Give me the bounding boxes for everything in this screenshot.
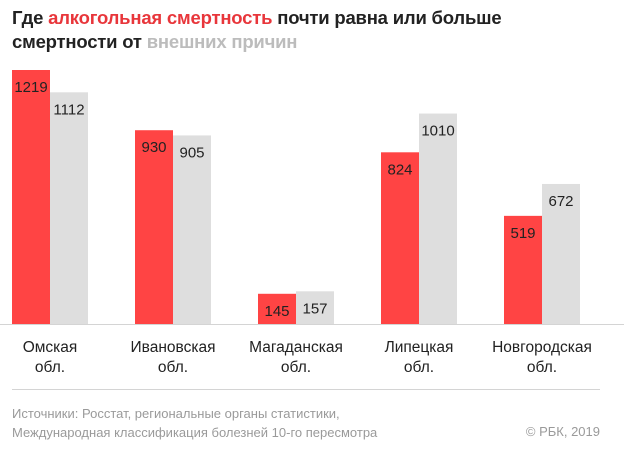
bar-alcohol	[504, 215, 542, 324]
category-label: Новгородская	[492, 339, 592, 356]
title-line2-start: смертности от	[12, 31, 147, 52]
bar-external	[296, 291, 334, 324]
value-label-external: 672	[548, 193, 573, 210]
source-line-2: Международная классификация болезней 10-…	[12, 424, 378, 440]
category-label: обл.	[527, 359, 557, 376]
value-label-external: 905	[179, 144, 204, 161]
value-label-alcohol: 145	[264, 303, 289, 320]
source-note: Источники: Росстат, региональные органы …	[12, 405, 377, 442]
bar-external	[419, 113, 457, 324]
category-label: Магаданская	[249, 339, 343, 356]
title-part2: почти равна или больше	[272, 7, 502, 28]
category-label: Липецкая	[385, 339, 454, 356]
bar-alcohol	[12, 70, 50, 324]
category-label: Омская	[23, 339, 78, 356]
category-label: обл.	[158, 359, 188, 376]
bar-external	[173, 135, 211, 324]
title-part1: Где	[12, 7, 49, 28]
source-line-1: Источники: Росстат, региональные органы …	[12, 406, 340, 421]
bar-alcohol	[381, 152, 419, 324]
value-label-external: 1112	[53, 101, 84, 118]
category-label: обл.	[404, 359, 434, 376]
chart-title: Где алкогольная смертность почти равна и…	[12, 6, 612, 54]
bar-external	[542, 183, 580, 324]
value-label-alcohol: 519	[510, 225, 535, 242]
bar-alcohol	[258, 293, 296, 324]
value-label-external: 1010	[421, 123, 454, 140]
title-muted: внешних причин	[146, 31, 298, 52]
category-label: обл.	[281, 359, 311, 376]
bar-external	[50, 92, 88, 325]
value-label-external: 157	[302, 300, 327, 317]
copyright: © РБК, 2019	[525, 424, 600, 439]
title-accent: алкогольная смертность	[48, 7, 273, 28]
value-label-alcohol: 824	[387, 161, 412, 178]
value-label-alcohol: 1219	[14, 79, 47, 96]
value-label-alcohol: 930	[141, 139, 166, 156]
bar-alcohol	[135, 130, 173, 324]
category-label: Ивановская	[131, 339, 216, 356]
category-label: обл.	[35, 359, 65, 376]
